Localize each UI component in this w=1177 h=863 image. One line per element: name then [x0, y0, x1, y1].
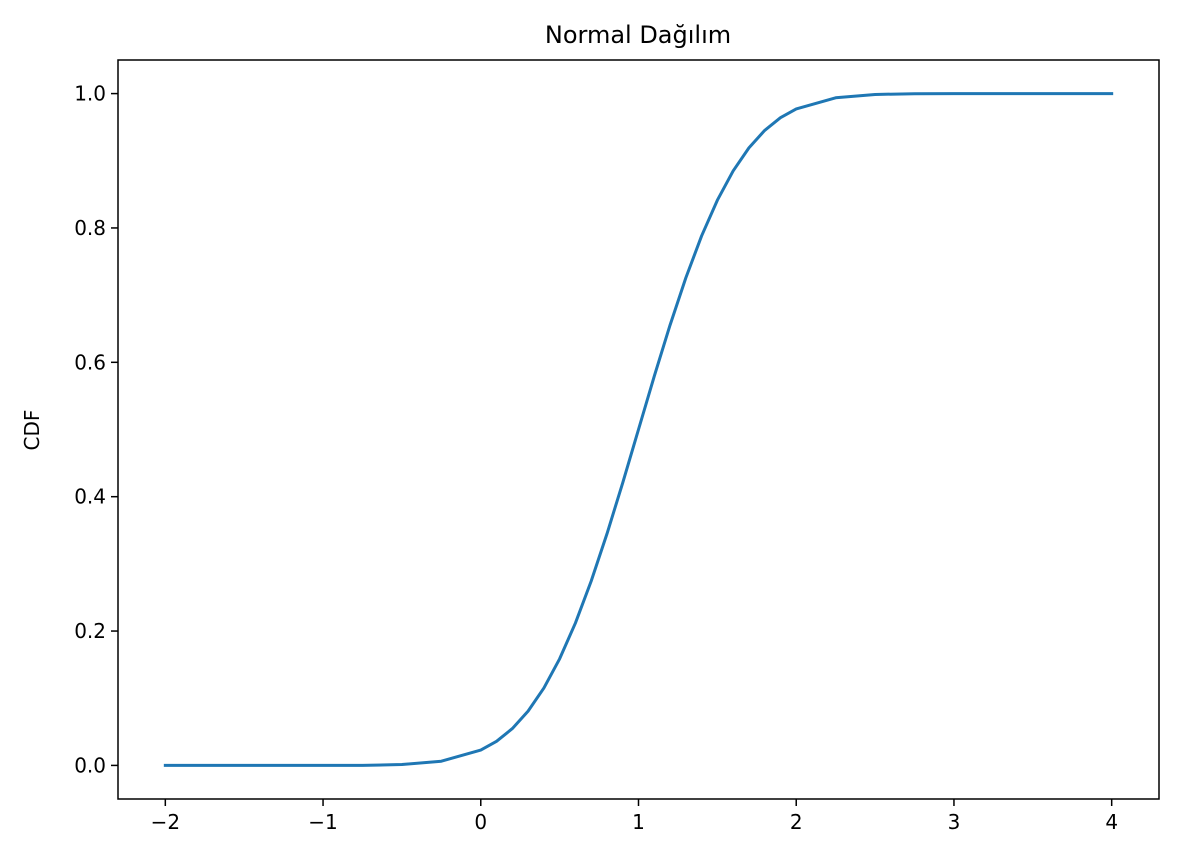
- x-tick-label: 2: [790, 810, 803, 834]
- y-axis-label: CDF: [20, 410, 44, 451]
- x-axis: −2 −1 0 1 2 3 4: [151, 799, 1118, 834]
- x-tick-label: 3: [948, 810, 961, 834]
- x-tick-label: 4: [1105, 810, 1118, 834]
- plot-frame: [117, 59, 1160, 800]
- y-axis: 0.0 0.2 0.4 0.6 0.8 1.0: [74, 82, 118, 777]
- y-tick-label: 0.4: [74, 485, 106, 509]
- y-tick-label: 1.0: [74, 82, 106, 106]
- y-tick-label: 0.8: [74, 216, 106, 240]
- chart-title: Normal Dağılım: [545, 21, 731, 49]
- x-tick-label: −1: [308, 810, 337, 834]
- x-tick-label: 0: [474, 810, 487, 834]
- x-tick-label: −2: [151, 810, 180, 834]
- plot-series: [163, 92, 1114, 767]
- y-tick-label: 0.2: [74, 619, 106, 643]
- y-tick-label: 0.6: [74, 350, 106, 374]
- cdf-line: [163, 92, 1114, 767]
- y-tick-label: 0.0: [74, 753, 106, 777]
- x-tick-label: 1: [632, 810, 645, 834]
